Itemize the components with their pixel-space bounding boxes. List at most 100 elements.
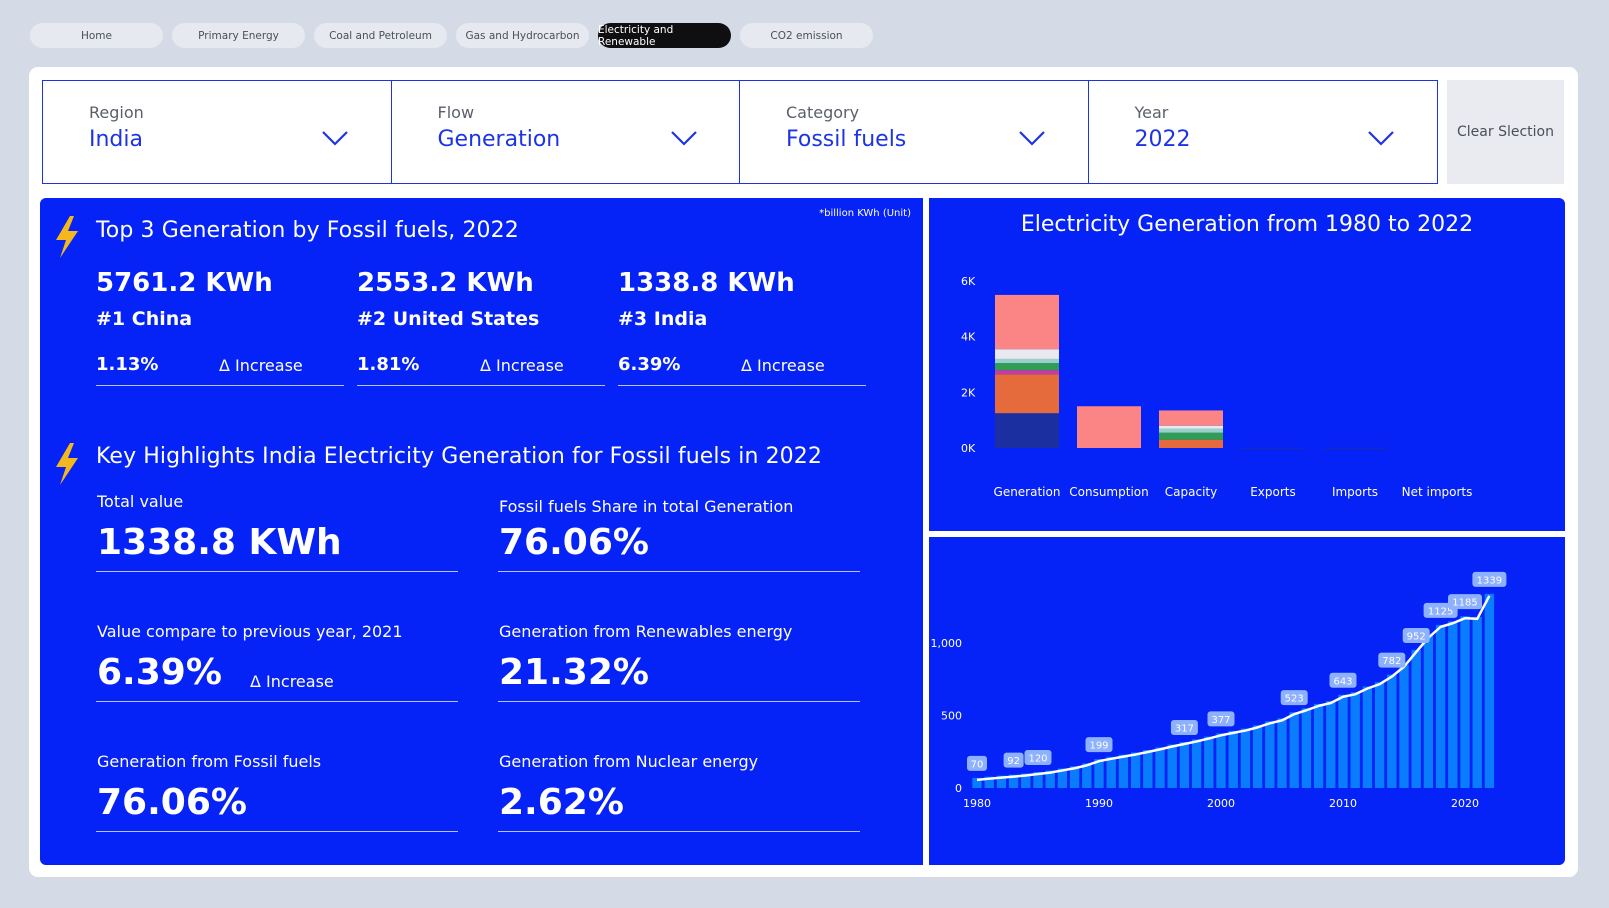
data-label: 1125 (1428, 606, 1453, 617)
top3-title: Top 3 Generation by Fossil fuels, 2022 (96, 218, 519, 243)
data-label: 377 (1211, 715, 1230, 726)
tab-home[interactable]: Home (30, 23, 163, 48)
year-bar (1143, 750, 1153, 788)
data-label: 782 (1382, 656, 1401, 667)
x-tick-label: 2020 (1451, 797, 1479, 810)
lightning-icon (56, 216, 78, 258)
data-label: 70 (971, 759, 984, 770)
year-dropdown[interactable]: Year 2022 (1087, 80, 1438, 184)
x-tick-label: 2010 (1329, 797, 1357, 810)
data-label: 523 (1285, 694, 1304, 705)
data-label-bg (1003, 752, 1024, 768)
year-bar (1265, 721, 1275, 788)
kpi-value: 1338.8 KWh (97, 522, 342, 563)
bar-segment (1077, 406, 1141, 448)
bar-segment (995, 349, 1059, 359)
top3-card-2: 2553.2 KWh #2 United States 1.81% Δ Incr… (357, 268, 605, 386)
year-bar (1387, 674, 1397, 788)
top3-card-3: 1338.8 KWh #3 India 6.39% Δ Increase (618, 268, 866, 386)
data-label: 92 (1007, 756, 1020, 767)
x-tick-label: 2000 (1207, 797, 1235, 810)
chevron-down-icon[interactable] (1367, 129, 1395, 147)
data-label: 317 (1175, 724, 1194, 735)
clear-selection-button[interactable]: Clear Slection (1447, 80, 1564, 184)
highlights-panel: *billion KWh (Unit) Top 3 Generation by … (40, 198, 923, 865)
year-bar (1240, 728, 1251, 788)
top3-amount: 1338.8 KWh (618, 268, 795, 298)
year-bar (1204, 736, 1214, 788)
y-tick-label: 2K (961, 386, 976, 399)
year-bar (1423, 635, 1434, 788)
tab-gas-and-hydrocarbon[interactable]: Gas and Hydrocarbon (456, 23, 589, 48)
year-bar (1374, 682, 1385, 788)
chevron-down-icon[interactable] (321, 129, 349, 147)
data-label-bg (1170, 720, 1198, 736)
year-bar (1448, 621, 1458, 788)
top3-card-1: 5761.2 KWh #1 China 1.13% Δ Increase (96, 268, 344, 386)
data-label: 952 (1407, 631, 1426, 642)
year-bar (1021, 773, 1031, 788)
bar-segment (1323, 447, 1387, 449)
year-bar (1179, 742, 1190, 788)
year-bar (1094, 759, 1104, 788)
data-label-bg (1024, 750, 1052, 766)
flow-dropdown[interactable]: Flow Generation (390, 80, 741, 184)
kpi-trend: Δ Increase (250, 672, 334, 691)
bar-segment (1159, 428, 1223, 433)
kpi-fossil-share: Fossil fuels Share in total Generation 7… (498, 492, 860, 572)
y-tick-label: 0 (955, 782, 962, 795)
top3-trend: Δ Increase (741, 356, 825, 375)
year-bar (1277, 718, 1287, 788)
year-bar (1106, 756, 1116, 788)
bar-segment (1159, 425, 1223, 429)
lightning-icon (56, 443, 78, 485)
bar-segment (995, 363, 1059, 371)
kpi-value: 6.39% (97, 652, 222, 693)
x-tick-label: Imports (1332, 485, 1378, 499)
bar-segment (1241, 447, 1305, 449)
x-tick-label: Exports (1250, 485, 1296, 499)
data-label-bg (1378, 652, 1406, 668)
data-label-bg (967, 755, 987, 771)
stacked-bar-chart: 0K 2K 4K 6K Generation Consumption Capacity Exp… (961, 275, 1472, 499)
bar-segment (995, 358, 1059, 364)
chevron-down-icon[interactable] (670, 129, 698, 147)
year-bar (1472, 616, 1482, 788)
kpi-label: Value compare to previous year, 2021 (97, 622, 403, 641)
top3-pct: 6.39% (618, 354, 681, 375)
year-label: Year (1134, 103, 1169, 122)
data-label-bg (1280, 690, 1308, 706)
top3-rank: #3 India (618, 308, 708, 330)
year-bar (1350, 692, 1360, 788)
tab-coal-and-petroleum[interactable]: Coal and Petroleum (314, 23, 447, 48)
timeseries-bar-chart: 0 500 1,000 70 92 120 199 317 377 523 643 782 952 112… (931, 571, 1507, 810)
year-bar (984, 776, 994, 788)
year-bar (1252, 725, 1263, 788)
tab-electricity-and-renewable[interactable]: Electricity and Renewable (598, 23, 731, 48)
y-tick-label: 4K (961, 331, 976, 344)
year-bar (1008, 774, 1019, 788)
year-bar (1399, 664, 1409, 788)
region-dropdown[interactable]: Region India (42, 80, 392, 184)
kpi-renewables: Generation from Renewables energy 21.32% (498, 622, 860, 702)
x-tick-label: Consumption (1069, 485, 1148, 499)
chevron-down-icon[interactable] (1018, 129, 1046, 147)
nav-tabs: Home Primary Energy Coal and Petroleum G… (30, 23, 873, 48)
kpi-total-value: Total value 1338.8 KWh (96, 492, 458, 572)
year-bar (1289, 712, 1299, 788)
kpi-label: Fossil fuels Share in total Generation (499, 497, 794, 516)
category-dropdown[interactable]: Category Fossil fuels (739, 80, 1089, 184)
tab-co2-emission[interactable]: CO2 emission (740, 23, 873, 48)
year-bar (1326, 701, 1336, 788)
top3-trend: Δ Increase (480, 356, 564, 375)
year-bar (1045, 770, 1055, 788)
year-bar (1118, 754, 1129, 788)
flow-value: Generation (437, 127, 561, 152)
tab-primary-energy[interactable]: Primary Energy (172, 23, 305, 48)
data-label: 1339 (1477, 575, 1502, 586)
year-bar (1082, 763, 1092, 788)
kpi-value: 76.06% (97, 782, 247, 823)
year-bar (1411, 649, 1421, 788)
bar-segment (995, 370, 1059, 375)
data-label-bg (1472, 571, 1507, 587)
